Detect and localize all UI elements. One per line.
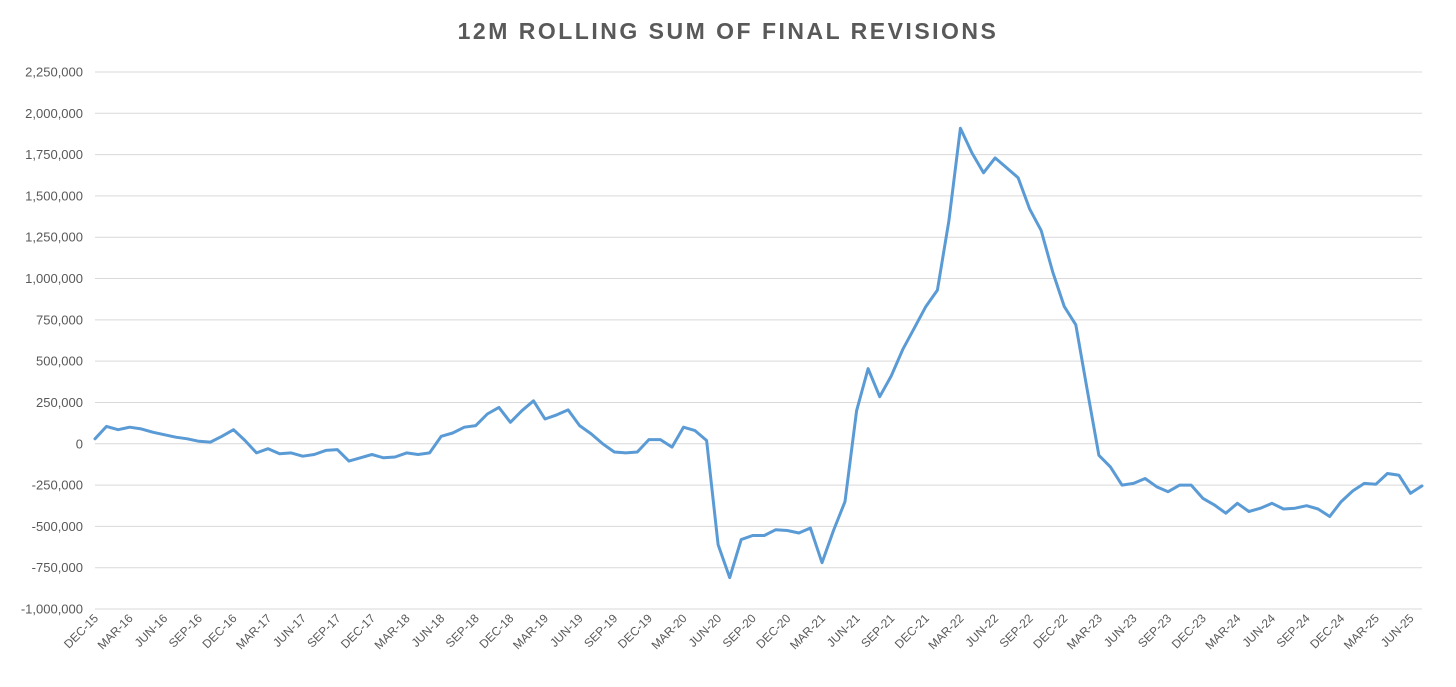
x-tick-label: JUN-21 (824, 611, 863, 650)
y-tick-label: 2,250,000 (25, 65, 83, 80)
y-tick-label: 1,500,000 (25, 188, 83, 203)
x-tick-label: MAR-23 (1064, 611, 1105, 652)
x-tick-label: DEC-15 (61, 611, 101, 651)
y-tick-label: 250,000 (36, 395, 83, 410)
x-tick-label: DEC-23 (1169, 611, 1209, 651)
x-tick-label: SEP-20 (720, 611, 759, 650)
x-tick-label: MAR-24 (1202, 611, 1243, 652)
y-tick-label: 1,000,000 (25, 271, 83, 286)
x-tick-label: JUN-17 (270, 611, 309, 650)
y-tick-label: -500,000 (32, 519, 83, 534)
x-axis-ticks: DEC-15MAR-16JUN-16SEP-16DEC-16MAR-17JUN-… (61, 611, 1417, 652)
y-tick-label: 750,000 (36, 312, 83, 327)
y-tick-label: 1,750,000 (25, 147, 83, 162)
x-tick-label: SEP-16 (166, 611, 205, 650)
x-tick-label: DEC-22 (1030, 611, 1070, 651)
x-tick-label: JUN-20 (686, 611, 725, 650)
series-line (93, 126, 1424, 580)
x-tick-label: DEC-20 (753, 611, 793, 651)
x-tick-label: MAR-21 (787, 611, 828, 652)
x-tick-label: JUN-18 (409, 611, 448, 650)
x-tick-label: JUN-23 (1101, 611, 1140, 650)
x-tick-label: SEP-24 (1274, 611, 1313, 650)
y-tick-label: -750,000 (32, 560, 83, 575)
y-tick-label: 1,250,000 (25, 230, 83, 245)
x-tick-label: SEP-22 (997, 611, 1036, 650)
y-axis-ticks: -1,000,000 -750,000 -500,000 -250,000 0 250,0… (21, 65, 83, 617)
y-tick-label: -1,000,000 (21, 602, 83, 617)
x-tick-label: SEP-23 (1135, 611, 1174, 650)
x-tick-label: SEP-17 (304, 611, 343, 650)
x-tick-label: DEC-21 (892, 611, 932, 651)
x-tick-label: JUN-16 (132, 611, 171, 650)
y-tick-label: -250,000 (32, 478, 83, 493)
x-tick-label: DEC-24 (1307, 611, 1347, 651)
x-tick-label: MAR-19 (510, 611, 551, 652)
x-tick-label: DEC-17 (338, 611, 378, 651)
x-tick-label: SEP-21 (858, 611, 897, 650)
x-tick-label: MAR-22 (926, 611, 967, 652)
y-tick-label: 0 (76, 436, 83, 451)
x-tick-label: DEC-18 (476, 611, 516, 651)
x-tick-label: SEP-18 (443, 611, 482, 650)
x-tick-label: MAR-17 (233, 611, 274, 652)
chart-title: 12M ROLLING SUM OF FINAL REVISIONS (457, 18, 999, 44)
x-tick-label: DEC-16 (200, 611, 240, 651)
gridlines (95, 71, 1422, 610)
x-tick-label: MAR-18 (372, 611, 413, 652)
x-tick-label: DEC-19 (615, 611, 655, 651)
x-tick-label: MAR-20 (649, 611, 690, 652)
y-tick-label: 500,000 (36, 354, 83, 369)
x-tick-label: JUN-25 (1378, 611, 1417, 650)
x-tick-label: JUN-22 (963, 611, 1002, 650)
x-tick-label: JUN-19 (547, 611, 586, 650)
x-tick-label: JUN-24 (1239, 611, 1278, 650)
x-tick-label: SEP-19 (581, 611, 620, 650)
x-tick-label: MAR-25 (1341, 611, 1382, 652)
series-layer (93, 126, 1424, 580)
y-tick-label: 2,000,000 (25, 106, 83, 121)
x-tick-label: MAR-16 (95, 611, 136, 652)
